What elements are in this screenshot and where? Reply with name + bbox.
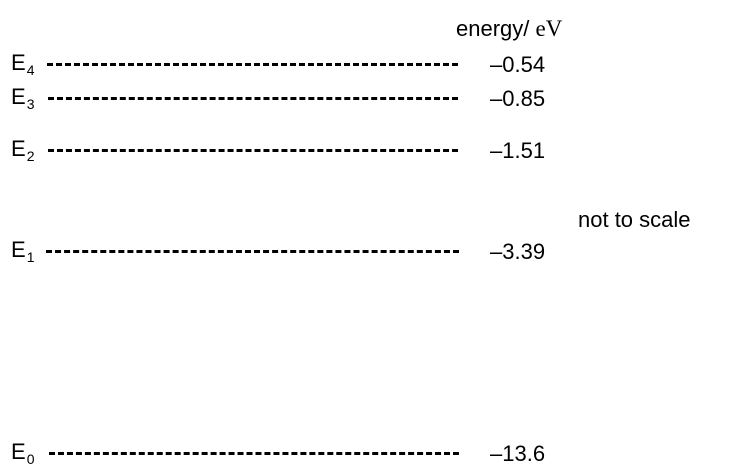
level-index-e0: 0 [26, 451, 35, 467]
level-label-e4: E4 [11, 50, 35, 78]
level-index-e4: 4 [26, 62, 35, 78]
level-value-e3: –0.85 [490, 86, 546, 111]
level-index-e2: 2 [26, 148, 35, 164]
level-label-e2: E2 [11, 136, 35, 164]
level-line-e3 [48, 97, 458, 100]
energy-level-e3: E3 –0.85 [0, 84, 729, 114]
level-label-e3: E3 [11, 84, 35, 112]
level-line-e0 [49, 452, 459, 455]
level-line-e1 [46, 250, 459, 253]
level-label-e1: E1 [11, 237, 35, 265]
energy-level-e2: E2 –1.51 [0, 136, 729, 166]
level-label-e0: E0 [11, 439, 35, 467]
energy-level-e4: E4 –0.54 [0, 50, 729, 80]
energy-quantity-label: energy/ [456, 16, 536, 41]
level-value-e0: –13.6 [490, 441, 546, 466]
energy-level-e1: E1 –3.39 [0, 237, 729, 267]
level-line-e4 [47, 63, 458, 66]
level-value-e4: –0.54 [490, 52, 546, 77]
energy-unit-label: eV [535, 16, 563, 41]
level-index-e1: 1 [26, 249, 35, 265]
level-value-e1: –3.39 [490, 239, 546, 264]
level-line-e2 [48, 149, 458, 152]
level-index-e3: 3 [26, 96, 35, 112]
not-to-scale-note: not to scale [578, 207, 691, 232]
energy-axis-heading: energy/ eV [456, 16, 562, 42]
level-value-e2: –1.51 [490, 138, 546, 163]
energy-level-e0: E0 –13.6 [0, 439, 729, 469]
